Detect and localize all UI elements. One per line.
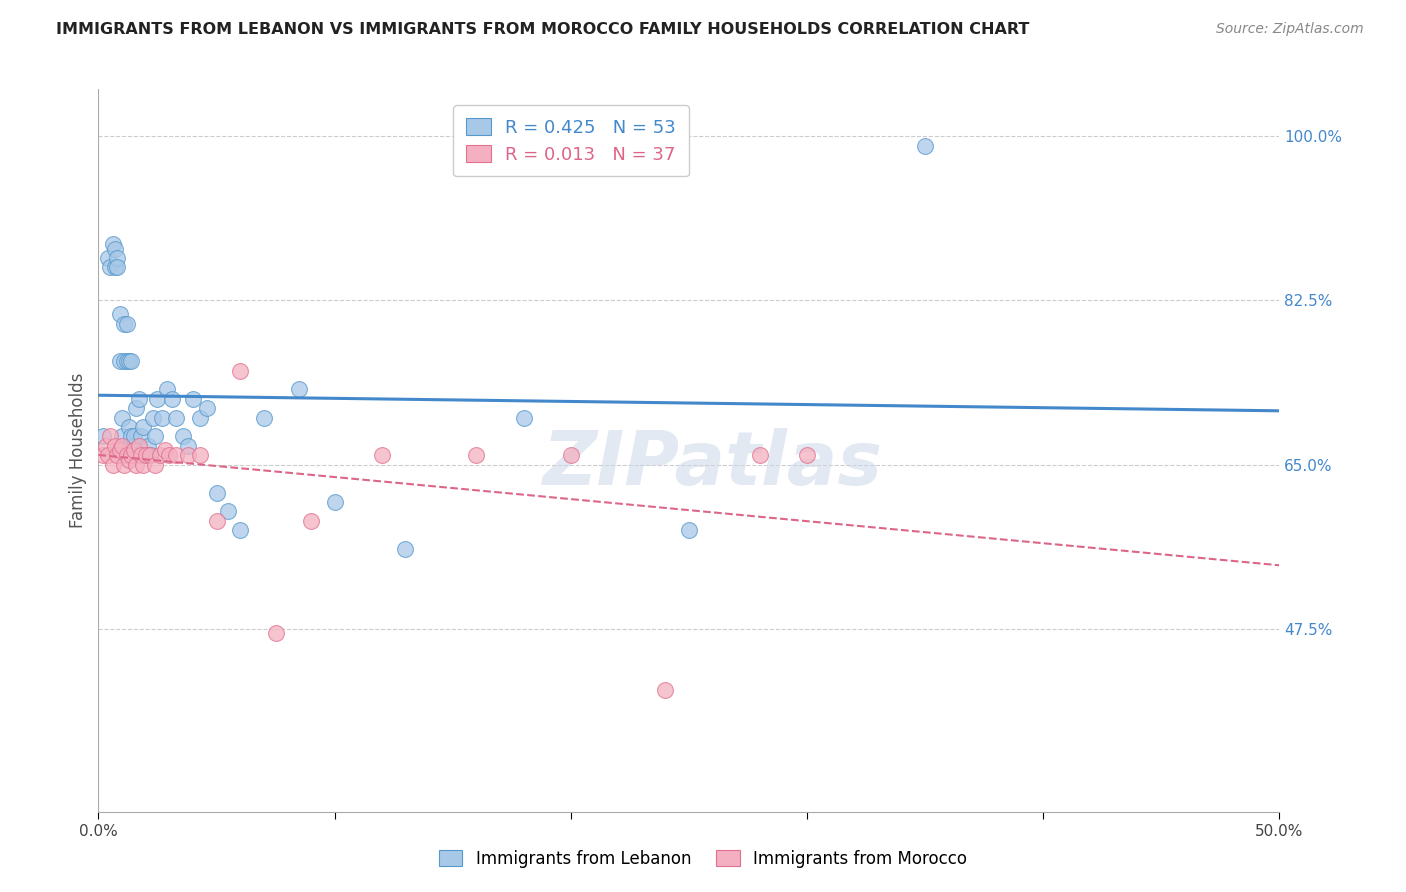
Point xyxy=(195,401,218,416)
Point xyxy=(146,392,169,406)
Point xyxy=(122,429,145,443)
Point xyxy=(299,514,322,528)
Point xyxy=(177,448,200,462)
Point xyxy=(105,448,128,462)
Point xyxy=(115,448,138,462)
Point xyxy=(118,354,141,368)
Point xyxy=(264,626,287,640)
Point xyxy=(97,448,120,462)
Point xyxy=(101,458,124,472)
Point xyxy=(135,448,157,462)
Point xyxy=(112,354,135,368)
Point xyxy=(188,410,211,425)
Point xyxy=(512,410,534,425)
Point xyxy=(229,523,252,537)
Text: ZIPatlas: ZIPatlas xyxy=(543,428,883,501)
Point xyxy=(108,307,131,321)
Point xyxy=(125,458,148,472)
Point xyxy=(108,443,131,458)
Point xyxy=(139,448,162,462)
Point xyxy=(121,448,143,462)
Point xyxy=(139,448,162,462)
Y-axis label: Family Households: Family Households xyxy=(69,373,87,528)
Point xyxy=(323,495,346,509)
Point xyxy=(121,429,143,443)
Point xyxy=(165,448,187,462)
Point xyxy=(150,410,173,425)
Point xyxy=(229,364,252,378)
Point xyxy=(104,242,127,256)
Point xyxy=(135,448,157,462)
Point xyxy=(177,439,200,453)
Point xyxy=(157,448,180,462)
Legend: Immigrants from Lebanon, Immigrants from Morocco: Immigrants from Lebanon, Immigrants from… xyxy=(433,844,973,875)
Point xyxy=(118,420,141,434)
Point xyxy=(125,401,148,416)
Point xyxy=(153,443,176,458)
Point xyxy=(112,458,135,472)
Point xyxy=(142,410,165,425)
Point xyxy=(112,317,135,331)
Point xyxy=(118,453,141,467)
Point xyxy=(143,429,166,443)
Point xyxy=(108,354,131,368)
Point xyxy=(122,439,145,453)
Point xyxy=(371,448,394,462)
Point xyxy=(111,429,134,443)
Point xyxy=(129,429,152,443)
Point xyxy=(156,383,179,397)
Point xyxy=(111,410,134,425)
Point xyxy=(205,514,228,528)
Point xyxy=(128,392,150,406)
Point xyxy=(105,260,128,275)
Point xyxy=(205,485,228,500)
Point xyxy=(129,448,152,462)
Point xyxy=(217,504,239,518)
Point xyxy=(654,682,676,697)
Point xyxy=(128,439,150,453)
Point xyxy=(104,260,127,275)
Text: IMMIGRANTS FROM LEBANON VS IMMIGRANTS FROM MOROCCO FAMILY HOUSEHOLDS CORRELATION: IMMIGRANTS FROM LEBANON VS IMMIGRANTS FR… xyxy=(56,22,1029,37)
Point xyxy=(678,523,700,537)
Point xyxy=(118,439,141,453)
Point xyxy=(149,448,172,462)
Point xyxy=(253,410,276,425)
Point xyxy=(181,392,204,406)
Point xyxy=(125,448,148,462)
Point xyxy=(132,458,155,472)
Point xyxy=(111,439,134,453)
Point xyxy=(465,448,488,462)
Point xyxy=(288,383,311,397)
Point xyxy=(796,448,818,462)
Point xyxy=(97,251,120,265)
Point xyxy=(105,251,128,265)
Point xyxy=(122,443,145,458)
Point xyxy=(132,420,155,434)
Point xyxy=(748,448,770,462)
Point xyxy=(914,138,936,153)
Point xyxy=(394,541,416,556)
Point xyxy=(94,439,117,453)
Point xyxy=(136,439,159,453)
Point xyxy=(91,429,114,443)
Point xyxy=(91,448,114,462)
Point xyxy=(104,439,127,453)
Point xyxy=(188,448,211,462)
Point xyxy=(165,410,187,425)
Point xyxy=(98,260,121,275)
Point xyxy=(115,317,138,331)
Point xyxy=(160,392,183,406)
Point xyxy=(101,237,124,252)
Legend: R = 0.425   N = 53, R = 0.013   N = 37: R = 0.425 N = 53, R = 0.013 N = 37 xyxy=(453,105,689,177)
Point xyxy=(121,354,143,368)
Point xyxy=(560,448,582,462)
Point xyxy=(143,458,166,472)
Point xyxy=(115,354,138,368)
Text: Source: ZipAtlas.com: Source: ZipAtlas.com xyxy=(1216,22,1364,37)
Point xyxy=(172,429,194,443)
Point xyxy=(98,429,121,443)
